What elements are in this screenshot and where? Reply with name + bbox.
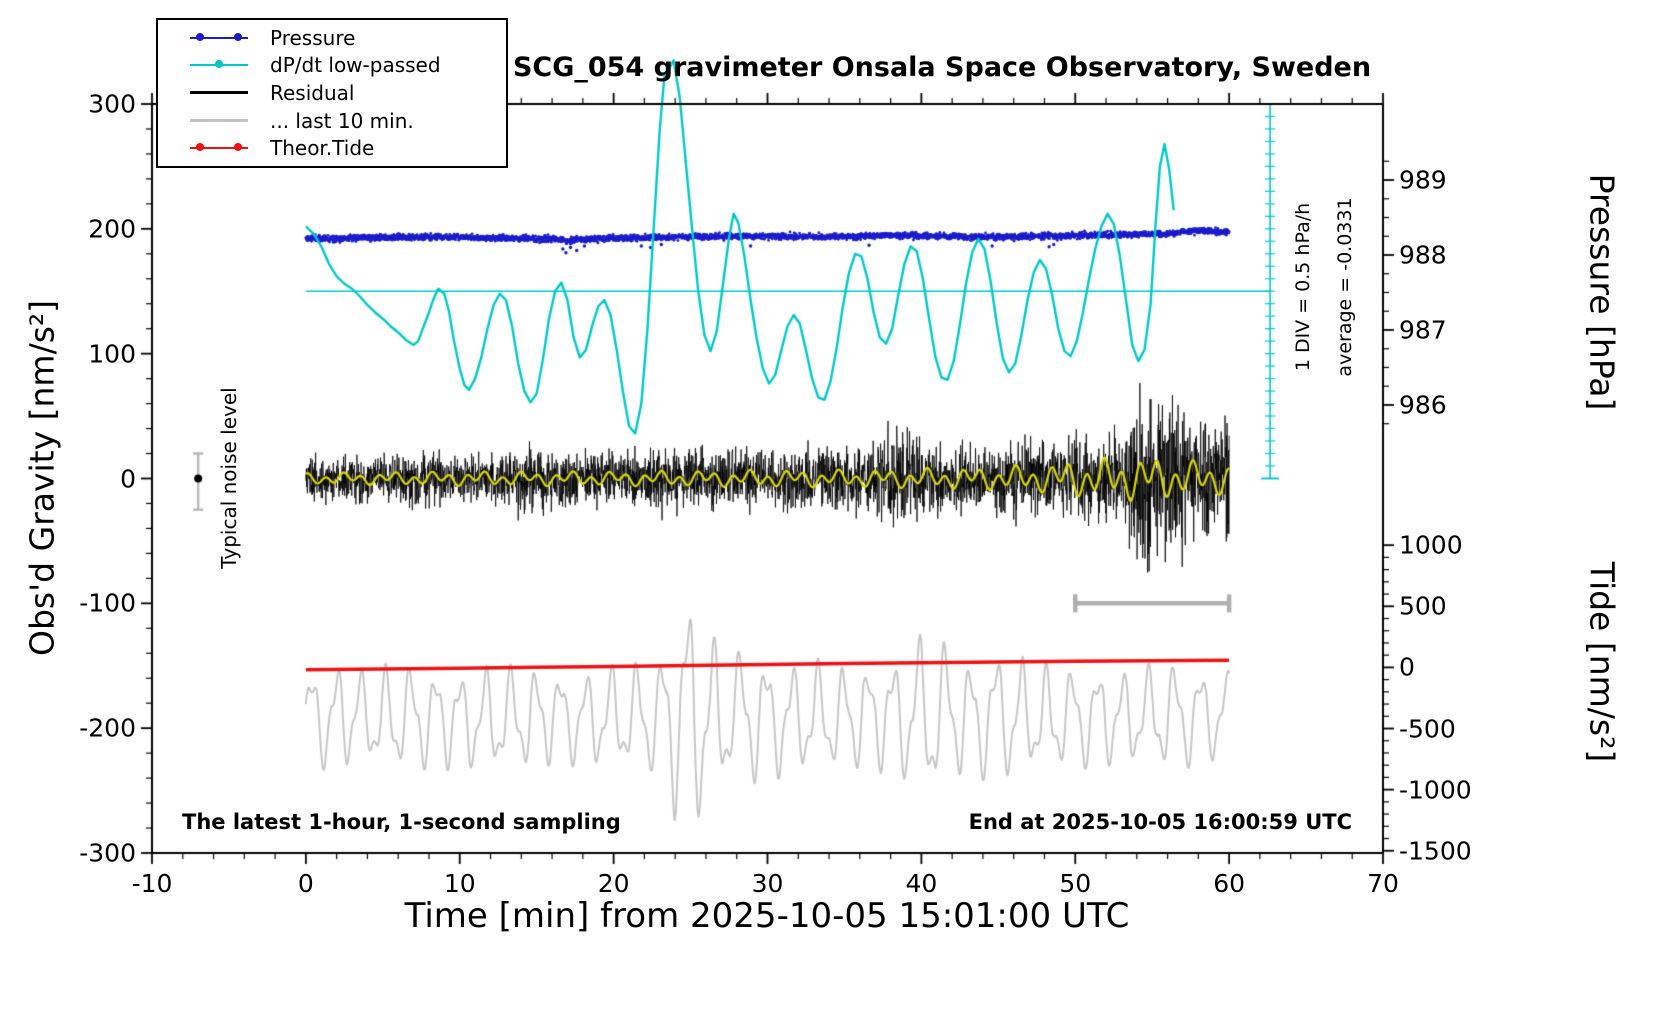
tide-tick-label: -1000 — [1399, 775, 1472, 805]
legend-marker-dot — [196, 143, 204, 152]
legend-label-theor-tide: Theor.Tide — [270, 136, 375, 161]
pressure-tick-label: 989 — [1399, 165, 1447, 195]
tide-tick-label: -500 — [1399, 714, 1456, 744]
legend-item-dp-dt-low-passed: dP/dt low-passed — [190, 52, 506, 78]
chart-title: SCG_054 gravimeter Onsala Space Observat… — [512, 52, 1372, 83]
legend-box: Pressure dP/dt low-passed Residual ... last… — [156, 18, 508, 168]
legend-marker-dot — [215, 60, 223, 69]
pressure-tick-label: 988 — [1399, 240, 1447, 270]
end-time-note: End at 2025-10-05 16:00:59 UTC — [968, 810, 1352, 834]
average-note: average = -0.0331 — [1334, 197, 1356, 377]
gravity-tick-label: -200 — [79, 713, 136, 743]
pressure-axis-label: Pressure [hPa] — [1582, 173, 1622, 411]
x-tick-label: 10 — [443, 869, 476, 898]
sampling-note: The latest 1-hour, 1-second sampling — [182, 810, 621, 834]
tide-tick-label: 0 — [1399, 652, 1415, 682]
legend-item-last-10-min: ... last 10 min. — [190, 108, 506, 134]
legend-swatch-pressure — [190, 32, 248, 41]
legend-label-dp-dt-low-passed: dP/dt low-passed — [270, 53, 441, 78]
tide-tick-label: 1000 — [1399, 530, 1463, 560]
x-tick-label: 20 — [597, 869, 630, 898]
legend-item-residual: Residual — [190, 80, 506, 106]
tide-axis-label: Tide [nm/s²] — [1582, 561, 1622, 763]
x-tick-label: 50 — [1059, 869, 1092, 898]
gravity-tick-label: -100 — [79, 588, 136, 618]
pressure-tick-label: 987 — [1399, 315, 1447, 345]
legend-swatch-dp-dt-low-passed — [190, 60, 248, 69]
legend-label-pressure: Pressure — [270, 25, 356, 50]
legend-item-theor-tide: Theor.Tide — [190, 135, 506, 161]
gravity-tick-label: 200 — [88, 214, 136, 244]
x-tick-label: 30 — [751, 869, 784, 898]
gravity-tick-label: 0 — [120, 464, 136, 493]
legend-marker-dot — [196, 32, 204, 41]
legend-marker-dot — [234, 32, 242, 41]
legend-label-last-10-min: ... last 10 min. — [270, 108, 414, 133]
x-tick-label: 60 — [1213, 869, 1246, 898]
x-tick-label: -10 — [131, 869, 173, 898]
x-tick-label: 70 — [1367, 869, 1399, 898]
x-tick-label: 40 — [905, 869, 938, 898]
legend-swatch-last-10-min — [190, 119, 248, 123]
gravity-axis-label: Obs'd Gravity [nm/s²] — [22, 300, 62, 656]
x-tick-label: 0 — [297, 869, 314, 898]
gravity-tick-label: 100 — [88, 339, 136, 369]
pressure-tick-label: 986 — [1399, 390, 1447, 420]
gravity-tick-label: 300 — [88, 89, 136, 119]
gravity-tick-label: -300 — [79, 838, 136, 868]
tide-tick-label: -1500 — [1399, 836, 1472, 866]
tide-tick-label: 500 — [1399, 591, 1447, 621]
legend-label-residual: Residual — [270, 80, 355, 105]
legend-swatch-residual — [190, 91, 248, 95]
legend-marker-dot — [234, 143, 242, 152]
legend-item-pressure: Pressure — [190, 25, 506, 51]
noise-level-label: Typical noise level — [217, 387, 241, 569]
x-axis-label: Time [min] from 2025-10-05 15:01:00 UTC — [404, 896, 1130, 936]
div-scale-note: 1 DIV = 0.5 hPa/h — [1292, 202, 1314, 372]
legend-swatch-theor-tide — [190, 143, 248, 152]
